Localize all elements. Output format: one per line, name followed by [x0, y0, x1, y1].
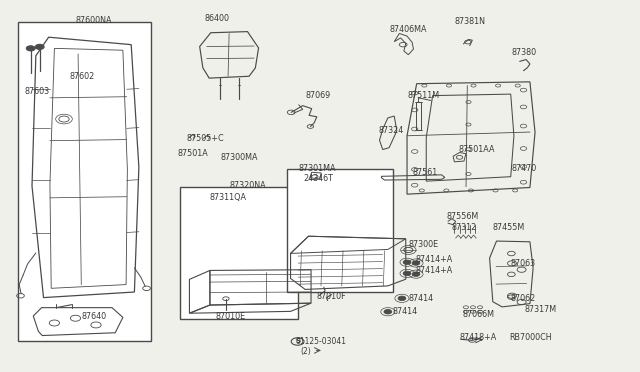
- Text: 87414: 87414: [393, 307, 418, 316]
- Text: 87505+C: 87505+C: [187, 134, 225, 143]
- Circle shape: [384, 310, 392, 314]
- Text: 86400: 86400: [205, 14, 230, 23]
- Text: 87406MA: 87406MA: [389, 25, 427, 33]
- Text: 87640: 87640: [82, 312, 107, 321]
- Text: 87414: 87414: [408, 294, 433, 303]
- Text: 87010F: 87010F: [316, 292, 346, 301]
- Circle shape: [398, 296, 406, 301]
- Circle shape: [412, 261, 420, 265]
- Text: 87324: 87324: [379, 126, 404, 135]
- Bar: [287, 169, 393, 292]
- Text: 01125-03041: 01125-03041: [296, 337, 347, 346]
- Text: 87470: 87470: [512, 164, 537, 173]
- Text: 87066M: 87066M: [462, 310, 494, 319]
- Text: 87602: 87602: [69, 72, 94, 81]
- Text: 87069: 87069: [306, 92, 331, 100]
- Text: 87511M: 87511M: [407, 92, 439, 100]
- Text: 87561: 87561: [412, 169, 437, 177]
- Text: 87501A: 87501A: [178, 149, 209, 158]
- Text: 87317M: 87317M: [525, 305, 557, 314]
- Text: 87600NA: 87600NA: [76, 16, 112, 25]
- Text: 87414+A: 87414+A: [416, 266, 453, 275]
- Circle shape: [35, 44, 44, 49]
- Text: 87603: 87603: [24, 87, 49, 96]
- Text: 87501AA: 87501AA: [458, 145, 495, 154]
- Text: 87063: 87063: [511, 259, 536, 268]
- Bar: [18, 22, 151, 341]
- Text: 87312: 87312: [452, 223, 477, 232]
- Text: 87300E: 87300E: [408, 240, 438, 249]
- Text: (2): (2): [300, 347, 311, 356]
- Text: 87380: 87380: [512, 48, 537, 57]
- Text: 87311QA: 87311QA: [210, 193, 247, 202]
- Text: 87010E: 87010E: [215, 312, 245, 321]
- Text: 24346T: 24346T: [303, 174, 333, 183]
- Text: 87414+A: 87414+A: [416, 255, 453, 264]
- Text: 87455M: 87455M: [493, 223, 525, 232]
- Text: 87556M: 87556M: [447, 212, 479, 221]
- Text: 87381N: 87381N: [454, 17, 485, 26]
- Text: 87062: 87062: [511, 294, 536, 303]
- Text: S: S: [295, 339, 300, 344]
- Circle shape: [26, 46, 35, 51]
- Circle shape: [412, 272, 420, 276]
- Text: 87320NA: 87320NA: [229, 182, 266, 190]
- Text: 87301MA: 87301MA: [298, 164, 336, 173]
- Text: 87418+A: 87418+A: [460, 333, 497, 342]
- Circle shape: [403, 260, 411, 264]
- Circle shape: [403, 271, 411, 276]
- Text: 87300MA: 87300MA: [221, 153, 259, 162]
- Text: RB7000CH: RB7000CH: [509, 333, 552, 342]
- Bar: [180, 187, 298, 319]
